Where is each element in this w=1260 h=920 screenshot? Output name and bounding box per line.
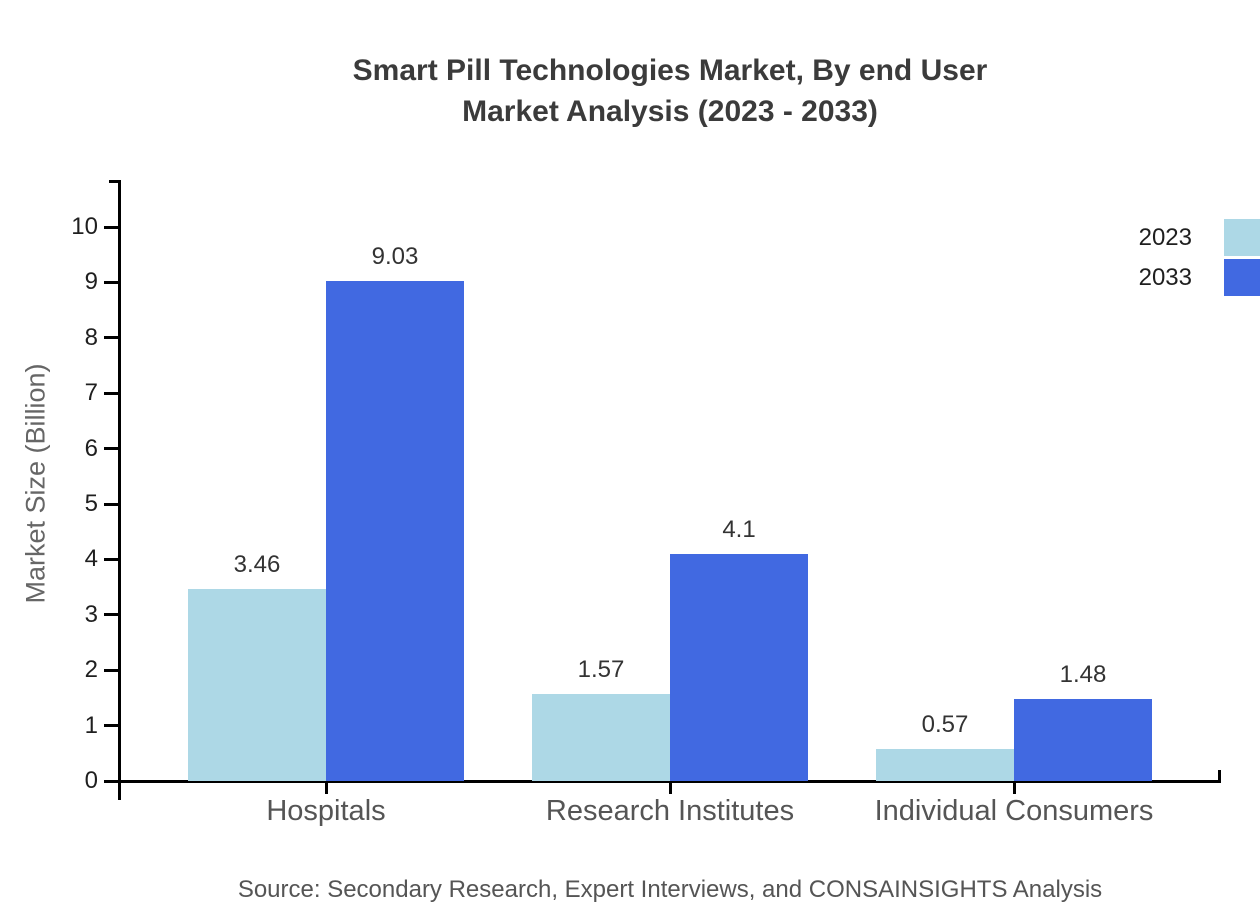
y-tick-mark [104,613,119,617]
x-tick-mark [668,781,672,794]
legend-item-2033: 2033 [1100,259,1260,296]
legend-swatch [1224,219,1260,256]
value-label: 4.1 [722,515,756,543]
chart-title-line2: Market Analysis (2023 - 2033) [462,95,878,128]
bar-2023-hospitals [188,589,326,781]
category-label: Research Institutes [545,795,795,827]
y-tick-label: 7 [84,379,98,407]
y-tick-label: 0 [84,767,98,794]
category-label: Hospitals [266,795,386,827]
x-axis-end-cap [1218,770,1221,780]
legend: 2023 2033 [1100,219,1260,296]
value-label: 1.48 [1059,661,1107,688]
y-tick-mark [104,502,119,506]
y-tick-mark [104,225,119,229]
source-note: Source: Secondary Research, Expert Inter… [237,876,1103,903]
bar-2023-research-institutes [532,694,670,781]
chart-title: Smart Pill Technologies Market, By end U… [119,50,1221,132]
y-tick-label: 10 [71,213,98,240]
y-tick-mark [104,280,119,284]
x-tick-mark [324,781,328,794]
y-tick-label: 9 [84,268,98,296]
y-tick-mark [104,779,119,783]
y-axis-line [118,180,121,800]
y-tick-mark [104,391,119,395]
y-tick-label: 5 [84,490,98,517]
y-tick-mark [104,557,119,561]
y-axis-end-cap [109,180,119,183]
legend-label: 2023 [1138,223,1192,251]
value-label: 3.46 [233,551,281,579]
y-tick-label: 2 [84,656,98,684]
y-tick-label: 6 [84,434,98,462]
legend-label: 2033 [1138,263,1192,291]
bar-2033-hospitals [326,280,464,781]
bar-2023-individual-consumers [876,749,1014,781]
value-label: 9.03 [371,242,419,270]
y-tick-mark [104,447,119,451]
value-label: 1.57 [577,656,625,684]
chart-title-line1: Smart Pill Technologies Market, By end U… [352,54,988,87]
y-tick-mark [104,668,119,672]
legend-item-2023: 2023 [1100,219,1260,256]
category-label: Individual Consumers [874,795,1154,827]
bar-2033-research-institutes [670,553,808,781]
y-tick-label: 3 [84,600,98,628]
y-tick-label: 8 [84,323,98,351]
y-tick-mark [104,724,119,728]
y-tick-label: 1 [84,711,98,739]
x-tick-mark [1012,781,1016,794]
bar-2033-individual-consumers [1014,699,1152,781]
y-tick-label: 4 [84,545,98,573]
y-tick-mark [104,336,119,340]
value-label: 0.57 [921,711,969,739]
legend-swatch [1224,259,1260,296]
